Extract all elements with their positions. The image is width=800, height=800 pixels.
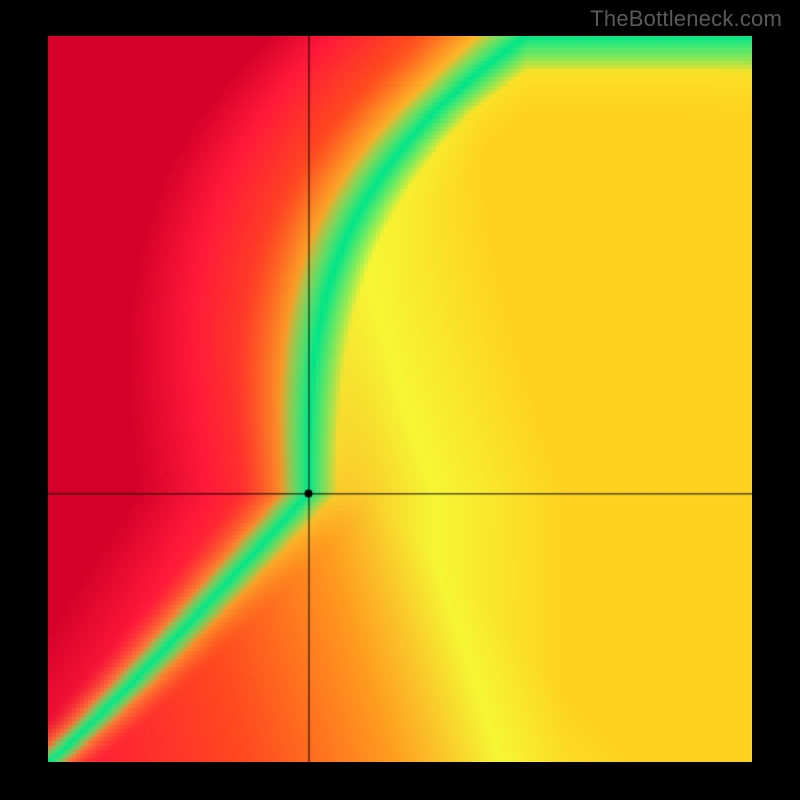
watermark-text: TheBottleneck.com [590, 6, 782, 32]
bottleneck-heatmap [48, 36, 752, 762]
